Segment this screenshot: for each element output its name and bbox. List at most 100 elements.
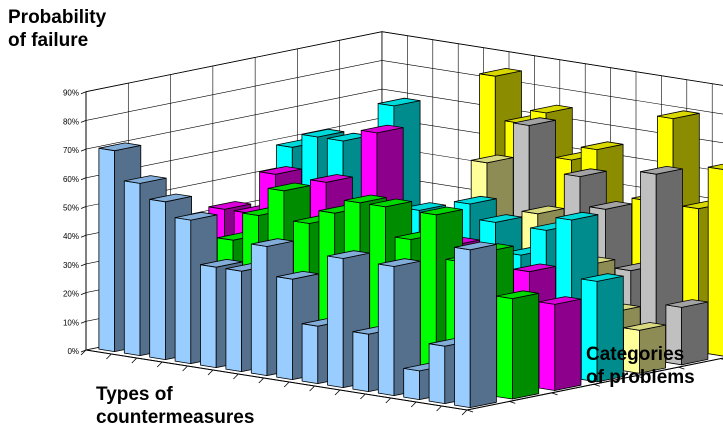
y-axis-tick: [720, 358, 723, 360]
column-top-face: [343, 194, 387, 204]
column-top-face: [403, 202, 446, 211]
column-top-face: [301, 128, 345, 138]
x-axis-tick: [283, 381, 290, 388]
x-axis-tick: [436, 405, 442, 412]
column-top-face: [420, 206, 463, 216]
z-axis-tick: [80, 206, 87, 209]
z-tick-label: 0%: [67, 347, 79, 356]
y-axis-line: [466, 357, 723, 411]
column-front-face: [327, 255, 344, 389]
column-bar: [454, 241, 497, 409]
column-side-face: [554, 298, 582, 391]
y-axis-tick: [551, 392, 558, 396]
column-top-face: [623, 322, 666, 331]
y-axis-tick: [678, 366, 685, 370]
z-axis-tick: [80, 320, 87, 324]
x-axis-tick: [182, 365, 188, 372]
column-front-face: [496, 295, 513, 400]
column-top-face: [208, 201, 252, 210]
x-axis-tick: [385, 397, 392, 404]
z-axis-tick: [80, 91, 87, 95]
column-top-face: [665, 299, 709, 308]
column-front-face: [98, 147, 115, 353]
z-tick-label: 70%: [63, 146, 79, 155]
column-top-face: [267, 182, 311, 192]
column-top-face: [377, 258, 421, 267]
x-axis-tick: [258, 377, 265, 384]
x-axis-tick: [207, 369, 214, 376]
z-tick-label: 60%: [63, 175, 79, 184]
gridline-back-wall: [381, 60, 723, 115]
column-top-face: [174, 211, 218, 221]
column-top-face: [580, 273, 624, 282]
column-top-face: [640, 165, 683, 175]
column-top-face: [149, 193, 193, 203]
y-axis-tick: [509, 401, 516, 404]
x-axis-tick: [106, 353, 112, 360]
column-top-face: [479, 214, 523, 223]
column-front-face: [225, 268, 243, 373]
gridline-left-wall: [85, 60, 383, 121]
column-top-face: [513, 263, 556, 273]
z-tick-label: 80%: [63, 117, 79, 126]
column-top-face: [327, 250, 370, 259]
gridline-left-wall: [85, 31, 383, 92]
column-top-face: [530, 104, 573, 114]
column-front-face: [352, 331, 370, 393]
z-tick-label: 10%: [63, 318, 79, 327]
column-front-face: [301, 323, 319, 385]
gridline-back-wall: [381, 31, 723, 86]
column-front-face: [707, 166, 723, 357]
column-top-face: [360, 124, 404, 134]
column-top-face: [657, 110, 700, 119]
z-tick-label: 40%: [63, 232, 79, 241]
z-tick-label: 50%: [63, 204, 79, 213]
column-front-face: [149, 198, 166, 361]
column-top-face: [580, 141, 624, 151]
z-axis-tick: [80, 148, 87, 152]
column-front-face: [428, 343, 446, 405]
column-front-face: [123, 180, 141, 357]
column-top-face: [200, 258, 243, 268]
z-axis-tick: [80, 263, 87, 267]
column-top-face: [369, 198, 413, 208]
x-axis-title: Types of countermeasures: [96, 384, 255, 428]
column-front-face: [174, 217, 192, 365]
column-top-face: [98, 142, 142, 152]
chart-axes: 0% 10% 20% 30% 40% 50% 60% 70% 80% 90%: [63, 89, 723, 416]
column-bar: [538, 296, 582, 391]
column-bar: [496, 290, 540, 400]
x-axis-tick: [80, 349, 87, 356]
column-front-face: [454, 246, 471, 409]
column-side-face: [469, 243, 497, 409]
column-top-face: [454, 241, 497, 251]
column-bar: [707, 163, 723, 357]
column-top-face: [521, 205, 565, 215]
z-axis-tick: [80, 120, 87, 123]
column-top-face: [259, 166, 303, 175]
x-axis-tick: [156, 361, 163, 368]
y-axis-tick: [593, 383, 600, 387]
column-top-face: [589, 201, 633, 210]
z-tick-label: 30%: [63, 261, 79, 270]
column-top-face: [555, 211, 599, 221]
column-top-face: [309, 174, 353, 183]
column-front-face: [377, 263, 395, 397]
chart-bars: [98, 68, 723, 409]
z-axis-tick: [80, 349, 87, 353]
x-axis-tick: [461, 409, 468, 416]
column-front-face: [276, 276, 293, 381]
z-axis-tick: [80, 292, 87, 295]
y-axis-title: Categories of problems: [586, 344, 695, 388]
column-front-face: [403, 367, 420, 401]
x-axis-tick: [360, 393, 366, 400]
column-top-face: [563, 168, 607, 178]
column-top-face: [276, 270, 320, 280]
column-front-face: [250, 243, 268, 377]
column-bar: [640, 165, 683, 362]
y-axis-tick: [466, 409, 474, 413]
column-top-face: [250, 238, 294, 247]
column-top-face: [513, 117, 556, 126]
column-top-face: [538, 296, 582, 305]
